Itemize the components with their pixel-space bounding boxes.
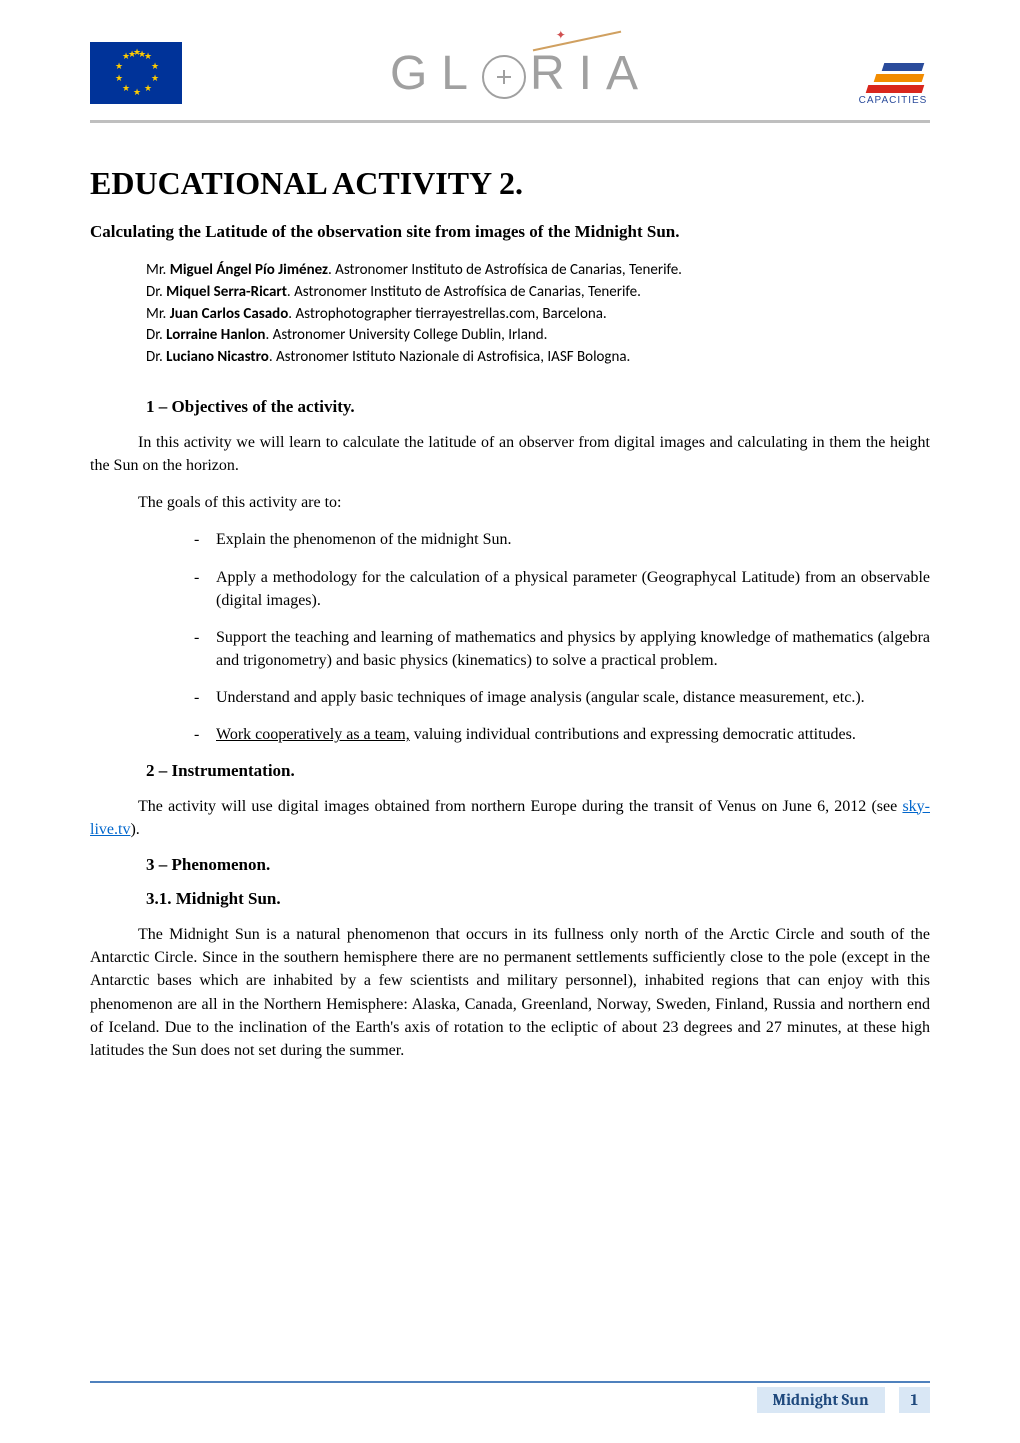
authors-block: Mr. Miguel Ángel Pío Jiménez. Astronomer… [146, 260, 930, 369]
fp7-bars-icon [863, 63, 923, 93]
author-line: Dr. Miquel Serra-Ricart. Astronomer Inst… [146, 282, 930, 304]
gloria-letter: R [530, 46, 575, 101]
document-title: EDUCATIONAL ACTIVITY 2. [90, 165, 930, 202]
gloria-letter: A [606, 46, 648, 101]
footer-page-number: 1 [899, 1387, 930, 1413]
list-item: Support the teaching and learning of mat… [194, 626, 930, 672]
eu-flag-icon: ★ ★ ★ ★ ★ ★ ★ ★ ★ ★ ★ ★ [90, 42, 182, 104]
header: ★ ★ ★ ★ ★ ★ ★ ★ ★ ★ ★ ★ ✦ G L [90, 40, 930, 123]
gloria-letter: I [579, 46, 602, 101]
footer-rule [90, 1381, 930, 1383]
section-2-para: The activity will use digital images obt… [90, 795, 930, 841]
gloria-letter: L [441, 46, 478, 101]
fp7-caption: CAPACITIES [859, 95, 928, 106]
gloria-o-icon [482, 55, 526, 99]
author-line: Mr. Miguel Ángel Pío Jiménez. Astronomer… [146, 260, 930, 282]
author-line: Mr. Juan Carlos Casado. Astrophotographe… [146, 304, 930, 326]
objectives-list: Explain the phenomenon of the midnight S… [194, 528, 930, 746]
author-line: Dr. Lorraine Hanlon. Astronomer Universi… [146, 325, 930, 347]
eu-flag-logo: ★ ★ ★ ★ ★ ★ ★ ★ ★ ★ ★ ★ [90, 42, 182, 104]
list-item: Apply a methodology for the calculation … [194, 566, 930, 612]
page: ★ ★ ★ ★ ★ ★ ★ ★ ★ ★ ★ ★ ✦ G L [0, 0, 1020, 1443]
section-2-heading: 2 – Instrumentation. [146, 761, 930, 781]
eu-stars: ★ ★ ★ ★ ★ ★ ★ ★ ★ ★ ★ ★ [114, 51, 158, 95]
section-3-subheading: 3.1. Midnight Sun. [146, 889, 930, 909]
document-subtitle: Calculating the Latitude of the observat… [90, 222, 930, 242]
list-item: Explain the phenomenon of the midnight S… [194, 528, 930, 551]
section-1-para: The goals of this activity are to: [138, 491, 930, 514]
footer-label: Midnight Sun [757, 1387, 885, 1413]
gloria-star-icon: ✦ [556, 28, 576, 42]
fp7-logo: CAPACITIES [856, 40, 930, 106]
section-1-heading: 1 – Objectives of the activity. [146, 397, 930, 417]
gloria-letter: G [390, 46, 437, 101]
section-3-para: The Midnight Sun is a natural phenomenon… [90, 923, 930, 1062]
section-1-para: In this activity we will learn to calcul… [90, 431, 930, 477]
section-3-heading: 3 – Phenomenon. [146, 855, 930, 875]
footer-bar: Midnight Sun 1 [90, 1387, 930, 1413]
page-footer: Midnight Sun 1 [90, 1381, 930, 1413]
list-item: Work cooperatively as a team, valuing in… [194, 723, 930, 746]
author-line: Dr. Luciano Nicastro. Astronomer Istitut… [146, 347, 930, 369]
list-item: Understand and apply basic techniques of… [194, 686, 930, 709]
gloria-logo: ✦ G L R I A [390, 46, 648, 101]
